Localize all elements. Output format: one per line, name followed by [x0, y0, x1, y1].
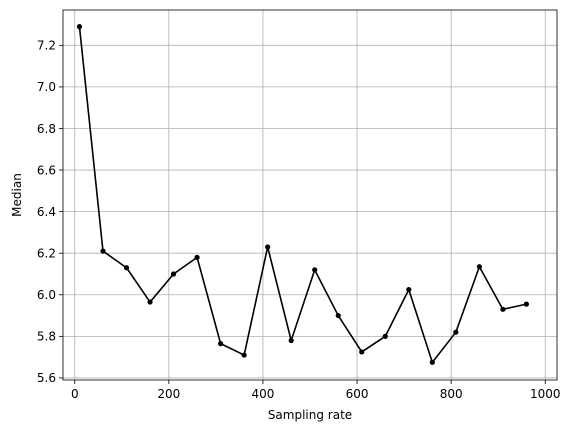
- series-line: [78, 26, 527, 364]
- x-tick-label: 400: [251, 387, 274, 401]
- y-axis-ticks: 5.6 5.8 6.0 6.2 6.4 6.6 6.8 7.0 7.2: [37, 39, 63, 385]
- x-axis-ticks: 0 200 400 600 800 1000: [71, 380, 561, 401]
- data-point: [147, 299, 153, 305]
- data-point: [170, 271, 177, 277]
- y-tick-label: 6.8: [37, 122, 56, 136]
- data-point: [476, 264, 482, 270]
- y-tick-label: 6.2: [37, 247, 56, 261]
- y-grid-lines: [63, 44, 557, 379]
- data-point: [194, 254, 200, 260]
- data-point: [288, 337, 294, 344]
- y-tick-label: 6.0: [37, 288, 56, 302]
- y-tick-label: 5.8: [37, 330, 56, 344]
- data-point: [359, 349, 365, 355]
- x-grid-lines: [74, 10, 546, 380]
- y-axis-label: Median: [10, 173, 24, 217]
- plot-frame: [62, 9, 558, 381]
- data-point: [241, 352, 247, 358]
- data-point: [265, 244, 271, 250]
- y-tick-label: 5.6: [37, 371, 56, 385]
- data-point: [123, 265, 130, 271]
- x-tick-label: 600: [346, 387, 369, 401]
- x-tick-label: 200: [157, 387, 180, 401]
- data-points: [76, 24, 530, 365]
- data-point: [335, 312, 341, 319]
- data-point: [100, 248, 106, 254]
- y-tick-label: 6.4: [37, 205, 56, 219]
- y-tick-label: 7.0: [37, 80, 56, 94]
- x-tick-label: 0: [71, 387, 79, 401]
- data-point: [76, 24, 83, 30]
- data-point: [523, 301, 530, 307]
- x-axis-label: Sampling rate: [268, 408, 352, 422]
- data-point: [312, 267, 318, 273]
- y-tick-label: 7.2: [37, 39, 56, 53]
- data-point: [218, 341, 224, 347]
- series-group: [78, 26, 527, 364]
- data-point: [500, 306, 506, 312]
- data-point: [406, 286, 412, 293]
- data-point: [429, 359, 435, 365]
- data-point: [382, 333, 388, 339]
- y-tick-label: 6.6: [37, 163, 56, 177]
- x-tick-label: 1000: [530, 387, 561, 401]
- x-tick-label: 800: [440, 387, 463, 401]
- data-point: [453, 329, 459, 335]
